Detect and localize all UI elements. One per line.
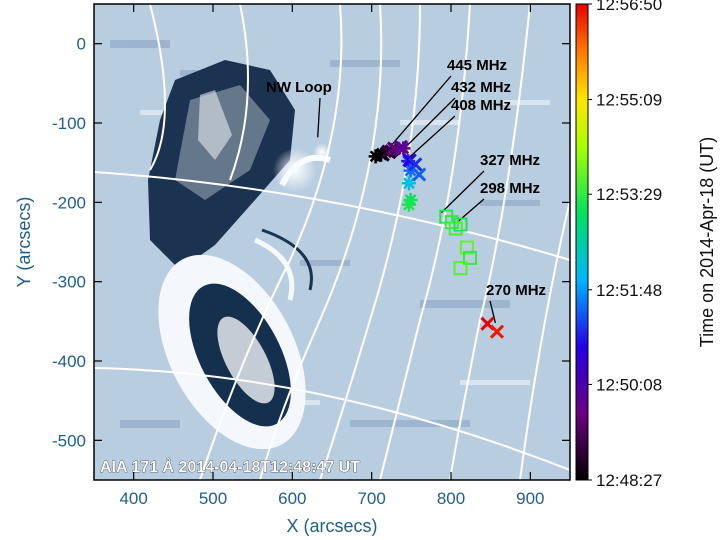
y-tick-label: -400 <box>52 352 86 371</box>
image-caption: AIA 171 Å 2014-04-18T12:48:47 UT <box>100 457 360 476</box>
x-tick-label: 800 <box>437 489 465 508</box>
y-tick-label: -200 <box>52 193 86 212</box>
annotation-label: 445 MHz <box>447 57 507 74</box>
colorbar-tick-label: 12:51:48 <box>596 281 662 300</box>
annotation-leader <box>441 170 485 214</box>
square-marker <box>453 261 468 276</box>
y-axis-title: Y (arcsecs) <box>14 197 34 288</box>
colorbar <box>575 3 589 481</box>
x-tick-label: 600 <box>278 489 306 508</box>
annotation-label: 327 MHz <box>480 152 540 169</box>
heliographic-grid <box>94 4 570 480</box>
colorbar-title: Time on 2014-Apr-18 (UT) <box>697 137 717 347</box>
x-marker <box>408 157 423 172</box>
annotation-leader <box>317 97 321 138</box>
star-marker <box>401 197 416 212</box>
aia-difference-image <box>94 4 570 480</box>
star-marker <box>401 176 416 191</box>
x-marker <box>393 139 409 154</box>
annotation-leader <box>402 115 456 164</box>
x-tick-label: 400 <box>119 489 147 508</box>
annotation-label: NW Loop <box>266 79 332 96</box>
y-tick-label: 0 <box>77 35 86 54</box>
colorbar-ticks: 12:48:27 12:50:08 12:51:48 12:53:29 12:55:09… <box>588 0 662 490</box>
annotation-label: 432 MHz <box>451 79 511 96</box>
colorbar-tick-label: 12:50:08 <box>596 375 662 394</box>
annotation-label: 270 MHz <box>486 282 546 299</box>
colorbar-tick-label: 12:55:09 <box>596 91 662 110</box>
annotation-label: 298 MHz <box>480 180 540 197</box>
annotation-label: 408 MHz <box>451 97 511 114</box>
y-tick-label: -100 <box>52 114 86 133</box>
colorbar-tick-label: 12:56:50 <box>596 0 662 14</box>
x-marker <box>489 324 505 339</box>
square-marker <box>459 240 474 255</box>
x-axis-title: X (arcsecs) <box>286 516 377 536</box>
x-tick-label: 900 <box>516 489 544 508</box>
annotation-leader <box>380 75 452 158</box>
colorbar-tick-label: 12:53:29 <box>596 185 662 204</box>
star-marker <box>368 149 383 164</box>
y-tick-labels: 0 -100 -200 -300 -400 -500 <box>52 35 86 451</box>
x-tick-label: 700 <box>357 489 385 508</box>
colorbar-tick-label: 12:48:27 <box>596 471 662 490</box>
annotation-leader <box>489 300 497 324</box>
x-tick-label: 500 <box>199 489 227 508</box>
x-tick-labels: 400 500 600 700 800 900 <box>119 489 544 508</box>
y-tick-label: -300 <box>52 273 86 292</box>
plot-frame <box>93 3 571 481</box>
square-marker <box>453 217 468 232</box>
axis-ticks <box>94 4 570 480</box>
square-marker <box>448 221 463 236</box>
square-marker <box>463 250 478 265</box>
y-tick-label: -500 <box>52 431 86 450</box>
star-marker <box>403 192 418 207</box>
x-marker <box>412 167 427 182</box>
data-markers <box>368 139 505 339</box>
